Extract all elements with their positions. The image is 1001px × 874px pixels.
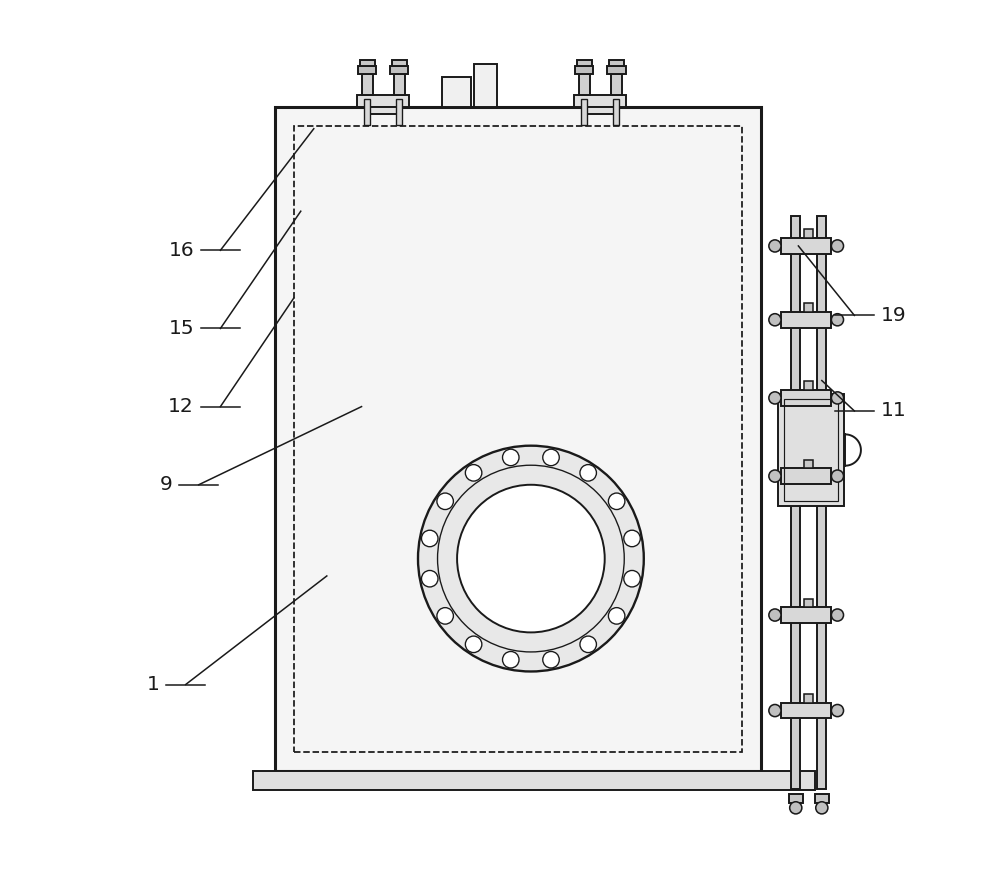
Circle shape bbox=[418, 446, 644, 671]
Circle shape bbox=[624, 571, 641, 587]
Circle shape bbox=[790, 801, 802, 814]
Bar bbox=[815, 794, 829, 802]
Circle shape bbox=[436, 607, 453, 624]
Circle shape bbox=[769, 704, 781, 717]
Circle shape bbox=[580, 636, 597, 653]
Bar bbox=[274, 107, 761, 772]
Bar bbox=[575, 95, 627, 107]
Text: 12: 12 bbox=[168, 397, 194, 416]
Bar bbox=[392, 60, 406, 66]
Circle shape bbox=[457, 485, 605, 633]
Circle shape bbox=[769, 392, 781, 404]
Text: 19: 19 bbox=[881, 306, 907, 325]
Circle shape bbox=[832, 239, 844, 252]
Circle shape bbox=[832, 314, 844, 326]
Text: 1: 1 bbox=[146, 675, 159, 694]
Circle shape bbox=[465, 465, 481, 481]
Circle shape bbox=[503, 449, 520, 466]
Bar bbox=[805, 694, 813, 703]
Bar bbox=[805, 303, 813, 312]
Bar bbox=[608, 66, 626, 74]
Bar bbox=[789, 794, 803, 802]
Bar bbox=[253, 772, 815, 790]
Text: 9: 9 bbox=[159, 475, 172, 495]
Bar bbox=[805, 460, 813, 468]
Bar bbox=[396, 99, 402, 125]
Circle shape bbox=[437, 465, 625, 652]
Bar bbox=[586, 107, 615, 114]
Circle shape bbox=[609, 493, 625, 510]
Text: 15: 15 bbox=[168, 319, 194, 338]
Bar bbox=[614, 99, 620, 125]
Bar bbox=[294, 126, 742, 753]
Bar bbox=[579, 74, 590, 95]
Bar bbox=[609, 60, 624, 66]
Circle shape bbox=[832, 609, 844, 621]
Circle shape bbox=[421, 531, 438, 547]
Bar bbox=[442, 78, 471, 107]
Circle shape bbox=[769, 239, 781, 252]
Bar bbox=[781, 703, 832, 718]
Bar bbox=[390, 66, 408, 74]
Circle shape bbox=[624, 531, 641, 547]
Circle shape bbox=[832, 470, 844, 482]
Bar bbox=[805, 599, 813, 607]
Bar bbox=[369, 107, 397, 114]
Bar bbox=[784, 399, 838, 502]
Bar bbox=[364, 99, 370, 125]
Bar bbox=[474, 64, 497, 107]
Circle shape bbox=[421, 571, 438, 587]
Bar bbox=[779, 393, 844, 506]
Text: 16: 16 bbox=[168, 240, 194, 260]
Bar bbox=[781, 238, 832, 253]
Bar bbox=[781, 468, 832, 484]
Circle shape bbox=[769, 609, 781, 621]
Bar bbox=[357, 95, 409, 107]
Text: 11: 11 bbox=[881, 401, 907, 420]
Circle shape bbox=[769, 314, 781, 326]
Bar bbox=[805, 381, 813, 390]
Bar bbox=[781, 390, 832, 406]
Circle shape bbox=[436, 493, 453, 510]
Circle shape bbox=[609, 607, 625, 624]
Circle shape bbox=[543, 449, 560, 466]
Circle shape bbox=[465, 636, 481, 653]
Bar bbox=[576, 66, 594, 74]
Circle shape bbox=[503, 651, 520, 668]
Bar bbox=[358, 66, 376, 74]
Bar bbox=[393, 74, 405, 95]
Circle shape bbox=[832, 392, 844, 404]
Bar bbox=[577, 60, 592, 66]
Bar bbox=[582, 99, 588, 125]
Bar bbox=[359, 60, 374, 66]
Bar bbox=[361, 74, 372, 95]
Circle shape bbox=[769, 470, 781, 482]
Circle shape bbox=[543, 651, 560, 668]
Circle shape bbox=[832, 704, 844, 717]
Bar bbox=[781, 312, 832, 328]
Bar bbox=[792, 216, 800, 788]
Circle shape bbox=[580, 465, 597, 481]
Bar bbox=[818, 216, 826, 788]
Circle shape bbox=[816, 801, 828, 814]
Bar bbox=[805, 230, 813, 238]
Bar bbox=[611, 74, 622, 95]
Bar bbox=[781, 607, 832, 623]
